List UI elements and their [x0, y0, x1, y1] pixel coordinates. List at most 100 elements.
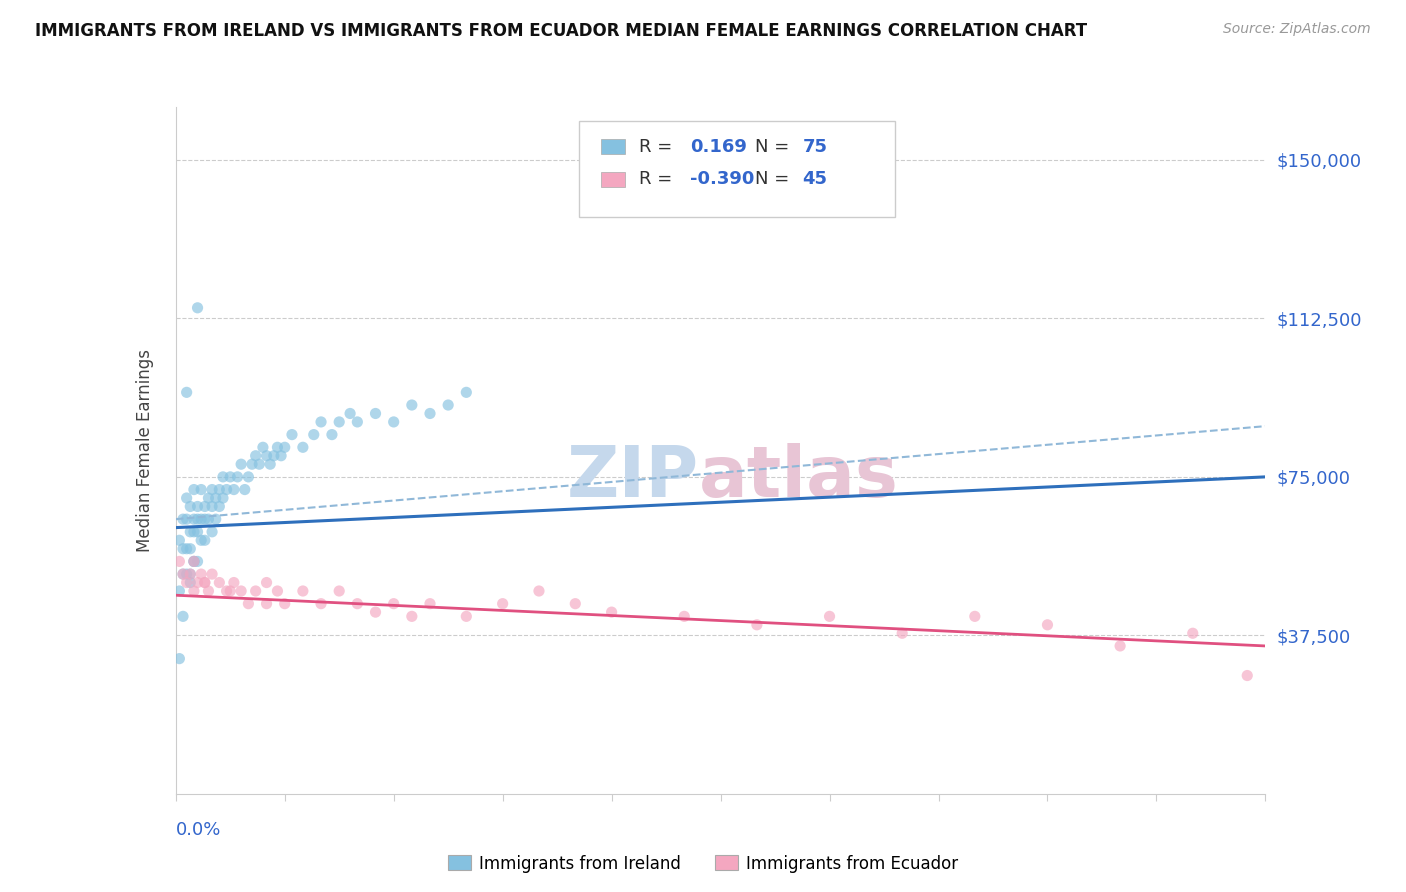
Point [212, 470, 235, 484]
Point [256, 449, 278, 463]
FancyBboxPatch shape [600, 139, 624, 154]
Point [818, 609, 841, 624]
Text: R =: R = [638, 138, 678, 156]
Point [176, 385, 198, 400]
Point [183, 554, 205, 568]
Point [172, 541, 194, 556]
Point [302, 427, 325, 442]
Point [456, 609, 478, 624]
Point [245, 584, 267, 599]
Point [212, 491, 235, 505]
Point [215, 584, 238, 599]
Point [274, 597, 297, 611]
Point [172, 567, 194, 582]
Point [1036, 617, 1059, 632]
Point [194, 500, 217, 514]
Point [600, 605, 623, 619]
Point [263, 449, 285, 463]
Text: atlas: atlas [699, 443, 898, 512]
Point [183, 483, 205, 497]
Point [419, 407, 441, 421]
Point [346, 415, 368, 429]
Point [186, 524, 209, 539]
Point [231, 584, 253, 599]
Text: 75: 75 [803, 138, 827, 156]
Point [238, 470, 260, 484]
Point [1236, 668, 1258, 682]
Point [382, 597, 405, 611]
Point [252, 440, 274, 454]
Point [172, 512, 194, 526]
Point [190, 483, 212, 497]
Point [309, 597, 332, 611]
Point [197, 584, 219, 599]
Point [194, 575, 217, 590]
Text: ZIP: ZIP [567, 443, 699, 512]
Point [492, 597, 515, 611]
Point [339, 407, 361, 421]
Point [176, 512, 198, 526]
Point [291, 584, 314, 599]
Point [419, 597, 441, 611]
Point [309, 415, 332, 429]
Point [179, 567, 201, 582]
Point [183, 554, 205, 568]
Point [382, 415, 405, 429]
Point [328, 584, 350, 599]
Point [179, 524, 201, 539]
Point [564, 597, 586, 611]
Text: 0.169: 0.169 [690, 138, 747, 156]
FancyBboxPatch shape [579, 120, 896, 217]
Point [194, 533, 217, 548]
Point [190, 533, 212, 548]
Point [745, 617, 768, 632]
Point [401, 398, 423, 412]
Point [456, 385, 478, 400]
Point [190, 512, 212, 526]
Point [219, 470, 242, 484]
Point [219, 584, 242, 599]
Point [169, 584, 191, 599]
Point [179, 541, 201, 556]
Point [183, 524, 205, 539]
Point [963, 609, 986, 624]
Point [204, 491, 226, 505]
Point [197, 491, 219, 505]
Point [194, 512, 217, 526]
Point [179, 575, 201, 590]
Point [222, 575, 245, 590]
Point [169, 651, 191, 665]
Point [186, 301, 209, 315]
Point [186, 512, 209, 526]
Point [259, 457, 281, 471]
Point [172, 609, 194, 624]
Point [201, 483, 224, 497]
Point [321, 427, 343, 442]
Point [401, 609, 423, 624]
Point [1109, 639, 1132, 653]
Text: 45: 45 [803, 170, 827, 188]
Point [176, 575, 198, 590]
Point [364, 605, 387, 619]
Point [208, 500, 231, 514]
Point [673, 609, 696, 624]
Point [527, 584, 550, 599]
Point [197, 512, 219, 526]
Point [222, 483, 245, 497]
Point [186, 575, 209, 590]
Point [176, 541, 198, 556]
Point [186, 554, 209, 568]
Point [169, 554, 191, 568]
Point [208, 575, 231, 590]
Point [169, 533, 191, 548]
Point [238, 597, 260, 611]
Point [176, 491, 198, 505]
Text: N =: N = [755, 170, 796, 188]
Point [281, 427, 304, 442]
Point [176, 567, 198, 582]
Point [247, 457, 270, 471]
Point [245, 449, 267, 463]
FancyBboxPatch shape [600, 171, 624, 186]
Point [208, 483, 231, 497]
Point [201, 567, 224, 582]
